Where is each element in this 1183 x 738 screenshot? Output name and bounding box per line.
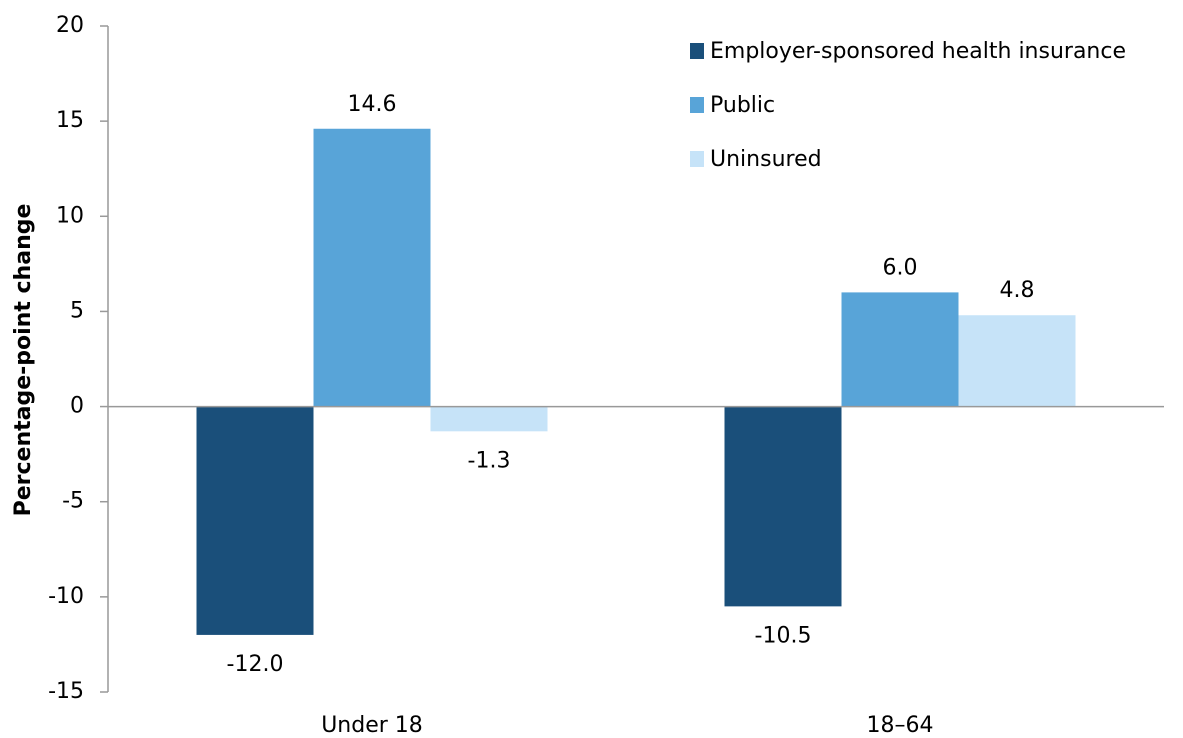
x-tick-label: 18–64 xyxy=(867,713,934,738)
y-tick-label: 15 xyxy=(56,108,84,133)
data-label: -10.5 xyxy=(755,623,812,648)
legend-label: Public xyxy=(710,93,775,118)
y-tick-label: -5 xyxy=(62,489,84,514)
y-axis-title: Percentage-point change xyxy=(11,204,36,517)
legend-swatch xyxy=(690,43,704,59)
data-label: 14.6 xyxy=(348,92,397,117)
x-tick-label: Under 18 xyxy=(321,713,423,738)
data-label: 4.8 xyxy=(1000,278,1035,303)
data-label: -1.3 xyxy=(468,448,511,473)
data-label: -12.0 xyxy=(227,652,284,677)
y-tick-label: -10 xyxy=(48,584,84,609)
legend-swatch xyxy=(690,97,704,113)
bar xyxy=(841,292,959,407)
bar xyxy=(724,406,842,607)
y-tick-label: 20 xyxy=(56,13,84,38)
y-tick-label: 0 xyxy=(70,394,84,419)
bar xyxy=(196,406,314,635)
y-tick-label: 10 xyxy=(56,203,84,228)
legend-label: Uninsured xyxy=(710,147,822,172)
legend-label: Employer-sponsored health insurance xyxy=(710,39,1126,64)
data-label: 6.0 xyxy=(883,255,918,280)
bar xyxy=(958,315,1076,407)
y-tick-label: -15 xyxy=(48,679,84,704)
bar xyxy=(313,128,431,407)
bar xyxy=(430,406,548,432)
y-tick-label: 5 xyxy=(70,298,84,323)
legend-swatch xyxy=(690,151,704,167)
